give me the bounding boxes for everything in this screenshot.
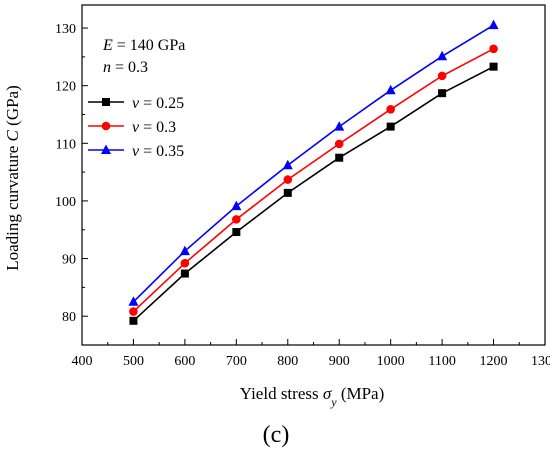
data-point — [180, 258, 190, 268]
legend-item-0: ν = 0.25 — [88, 95, 184, 112]
data-point — [232, 215, 241, 224]
legend-item-2: ν = 0.35 — [88, 143, 184, 160]
legend: ν = 0.25 ν = 0.3 ν = 0.35 — [88, 95, 184, 160]
y-tick-label: 80 — [62, 310, 76, 325]
data-point — [128, 296, 139, 306]
data-point — [386, 122, 395, 131]
y-tick-label: 110 — [56, 137, 76, 152]
data-point — [129, 316, 138, 325]
data-point — [129, 307, 138, 316]
data-point — [488, 19, 499, 30]
x-tick-label: 1000 — [377, 354, 405, 369]
data-point — [489, 44, 498, 54]
series-line — [132, 24, 494, 303]
data-point — [180, 269, 189, 278]
x-tick-label: 800 — [277, 354, 298, 369]
data-point — [334, 139, 344, 149]
x-tick-label: 1200 — [480, 354, 508, 369]
y-axis-label: Loading curvature C (GPa) — [3, 85, 22, 271]
data-point — [283, 188, 292, 197]
data-point — [231, 200, 242, 211]
data-point — [437, 50, 448, 61]
y-tick-label: 100 — [55, 195, 76, 210]
data-point — [282, 159, 293, 170]
x-tick-label: 500 — [123, 354, 144, 369]
data-point — [232, 228, 241, 237]
data-point — [179, 245, 190, 256]
data-point — [283, 175, 293, 184]
legend-marker — [101, 144, 111, 154]
legend-marker — [101, 121, 111, 131]
data-series — [128, 19, 499, 325]
x-tick-label: 700 — [226, 354, 247, 369]
series-2 — [128, 19, 499, 306]
legend-item-1: ν = 0.3 — [88, 119, 176, 136]
x-tick-label: 1300 — [531, 354, 550, 369]
y-tick-label: 120 — [55, 80, 76, 95]
data-point — [385, 84, 396, 95]
y-tick-label: 130 — [55, 22, 76, 37]
legend-label: ν = 0.35 — [132, 143, 184, 160]
data-point — [489, 62, 498, 71]
legend-label: ν = 0.3 — [132, 119, 176, 136]
legend-label: ν = 0.25 — [132, 95, 184, 112]
data-point — [437, 71, 447, 81]
x-tick-label: 900 — [329, 354, 350, 369]
series-line — [132, 48, 494, 313]
series-0 — [129, 62, 498, 325]
x-tick-label: 400 — [72, 354, 93, 369]
panel-label: (c) — [263, 422, 290, 448]
data-point — [335, 153, 344, 162]
data-point — [438, 89, 447, 98]
legend-marker — [102, 98, 110, 106]
annotation-text: n = 0.3 — [103, 59, 148, 76]
series-line — [132, 65, 494, 322]
data-point — [386, 105, 395, 114]
x-tick-label: 600 — [174, 354, 195, 369]
annotations: E = 140 GPa n = 0.3 — [102, 37, 185, 76]
y-tick-label: 90 — [62, 253, 76, 268]
x-tick-label: 1100 — [428, 354, 455, 369]
data-point — [334, 121, 345, 131]
x-axis-label: Yield stress σy (MPa) — [240, 384, 385, 409]
axis-ticks: 400 500 600 700 800 900 1000 1100 1200 1300 80 90 10… — [55, 22, 550, 369]
annotation-text: E = 140 GPa — [102, 37, 185, 54]
series-1 — [129, 44, 498, 316]
